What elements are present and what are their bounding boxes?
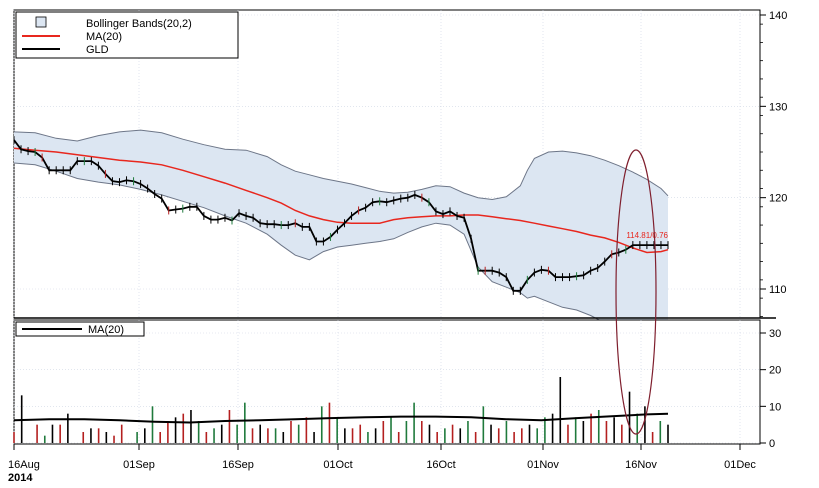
last-value-label: 114.81/0.76 <box>626 231 668 240</box>
volume-y-tick-label: 20 <box>769 365 781 377</box>
volume-legend-label: MA(20) <box>88 324 124 336</box>
x-year-label: 2014 <box>8 472 33 483</box>
x-tick-label: 01Oct <box>323 459 352 471</box>
x-tick-label: 01Sep <box>123 459 155 471</box>
ma20-line <box>13 147 669 254</box>
price-y-tick-label: 130 <box>769 101 787 113</box>
volume-panel: 0 10 20 30 <box>13 319 781 450</box>
x-tick-label: 16Aug <box>8 459 40 471</box>
legend-swatch-box <box>35 16 47 28</box>
x-tick-label: 16Oct <box>426 459 455 471</box>
volume-ma20-line <box>13 412 669 424</box>
x-tick-label: 16Nov <box>625 459 657 471</box>
price-panel: 114.81/0.76 110 120 130 140 <box>13 9 787 330</box>
volume-frame <box>13 319 761 445</box>
bollinger-band-fill <box>14 130 668 330</box>
bollinger-upper-line <box>13 129 669 201</box>
highlight-ellipse <box>615 149 657 435</box>
x-tick-label: 01Dec <box>724 459 756 471</box>
legend-label: Bollinger Bands(20,2) <box>86 18 192 30</box>
price-legend: Bollinger Bands(20,2)MA(20)GLD <box>15 11 239 59</box>
legend-label: GLD <box>86 44 109 56</box>
x-axis: 16Aug 01Sep 16Sep 01Oct 16Oct 01Nov 16Nov 01Dec… <box>8 443 760 484</box>
price-y-tick-label: 110 <box>769 284 787 296</box>
volume-y-tick-label: 0 <box>769 438 775 450</box>
legend-label: MA(20) <box>86 31 122 43</box>
price-y-tick-label: 140 <box>769 10 787 22</box>
price-y-tick-label: 120 <box>769 193 787 205</box>
x-tick-label: 01Nov <box>527 459 559 471</box>
x-tick-label: 16Sep <box>222 459 254 471</box>
gld-line <box>13 139 668 292</box>
volume-y-tick-label: 30 <box>769 328 781 340</box>
volume-y-tick-label: 10 <box>769 401 781 413</box>
volume-legend: MA(20) <box>15 321 145 337</box>
